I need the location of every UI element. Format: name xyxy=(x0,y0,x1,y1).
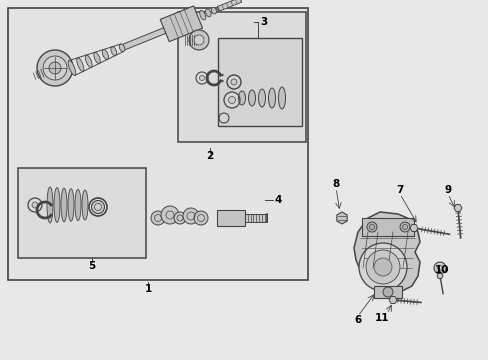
Text: 9: 9 xyxy=(444,185,450,195)
Ellipse shape xyxy=(111,47,117,55)
Polygon shape xyxy=(453,204,461,211)
Circle shape xyxy=(194,211,207,225)
Circle shape xyxy=(43,56,67,80)
Ellipse shape xyxy=(68,60,76,76)
Ellipse shape xyxy=(205,9,211,17)
Ellipse shape xyxy=(268,88,275,108)
Circle shape xyxy=(32,202,38,208)
Circle shape xyxy=(230,79,237,85)
Text: 6: 6 xyxy=(354,315,361,325)
Ellipse shape xyxy=(61,188,67,222)
Circle shape xyxy=(399,222,409,232)
Polygon shape xyxy=(353,212,419,292)
Circle shape xyxy=(358,243,406,291)
Bar xyxy=(18,168,146,258)
Ellipse shape xyxy=(278,87,285,109)
Ellipse shape xyxy=(54,188,60,222)
Ellipse shape xyxy=(47,187,53,223)
Polygon shape xyxy=(388,297,396,303)
Ellipse shape xyxy=(82,190,88,220)
Ellipse shape xyxy=(211,8,216,14)
Text: 7: 7 xyxy=(395,185,403,195)
Ellipse shape xyxy=(119,44,124,51)
Ellipse shape xyxy=(68,189,74,221)
Polygon shape xyxy=(436,273,442,279)
Circle shape xyxy=(183,208,199,224)
Bar xyxy=(178,12,305,142)
Circle shape xyxy=(49,62,61,74)
Text: 2: 2 xyxy=(206,151,213,161)
Circle shape xyxy=(228,96,235,104)
Ellipse shape xyxy=(199,10,205,20)
Ellipse shape xyxy=(238,91,245,105)
Circle shape xyxy=(433,262,445,274)
Polygon shape xyxy=(121,26,169,50)
Polygon shape xyxy=(409,225,417,231)
Circle shape xyxy=(194,35,203,45)
Text: 1: 1 xyxy=(144,284,151,294)
Ellipse shape xyxy=(248,90,255,106)
Circle shape xyxy=(189,30,208,50)
Circle shape xyxy=(161,206,179,224)
Polygon shape xyxy=(160,6,202,42)
Circle shape xyxy=(373,258,391,276)
Circle shape xyxy=(151,211,164,225)
Ellipse shape xyxy=(258,89,265,107)
Text: 3: 3 xyxy=(260,17,267,27)
Ellipse shape xyxy=(85,55,92,68)
Ellipse shape xyxy=(94,203,102,211)
Ellipse shape xyxy=(94,52,100,63)
Text: 10: 10 xyxy=(434,265,448,275)
Circle shape xyxy=(37,50,73,86)
Ellipse shape xyxy=(91,201,104,213)
Circle shape xyxy=(382,287,392,297)
Bar xyxy=(361,218,413,236)
Polygon shape xyxy=(336,212,346,224)
Ellipse shape xyxy=(102,49,108,59)
Text: 11: 11 xyxy=(374,313,388,323)
Polygon shape xyxy=(217,0,241,11)
Circle shape xyxy=(199,76,204,81)
Text: 8: 8 xyxy=(332,179,339,189)
Bar xyxy=(373,286,401,298)
Ellipse shape xyxy=(75,189,81,221)
Text: 4: 4 xyxy=(274,195,281,205)
Text: 5: 5 xyxy=(88,261,96,271)
Bar xyxy=(244,214,266,222)
Circle shape xyxy=(366,222,376,232)
Bar xyxy=(217,210,244,226)
Ellipse shape xyxy=(77,58,84,72)
Circle shape xyxy=(174,212,185,224)
Bar xyxy=(8,8,307,280)
Ellipse shape xyxy=(217,6,222,11)
Circle shape xyxy=(365,250,399,284)
Bar xyxy=(218,38,302,126)
